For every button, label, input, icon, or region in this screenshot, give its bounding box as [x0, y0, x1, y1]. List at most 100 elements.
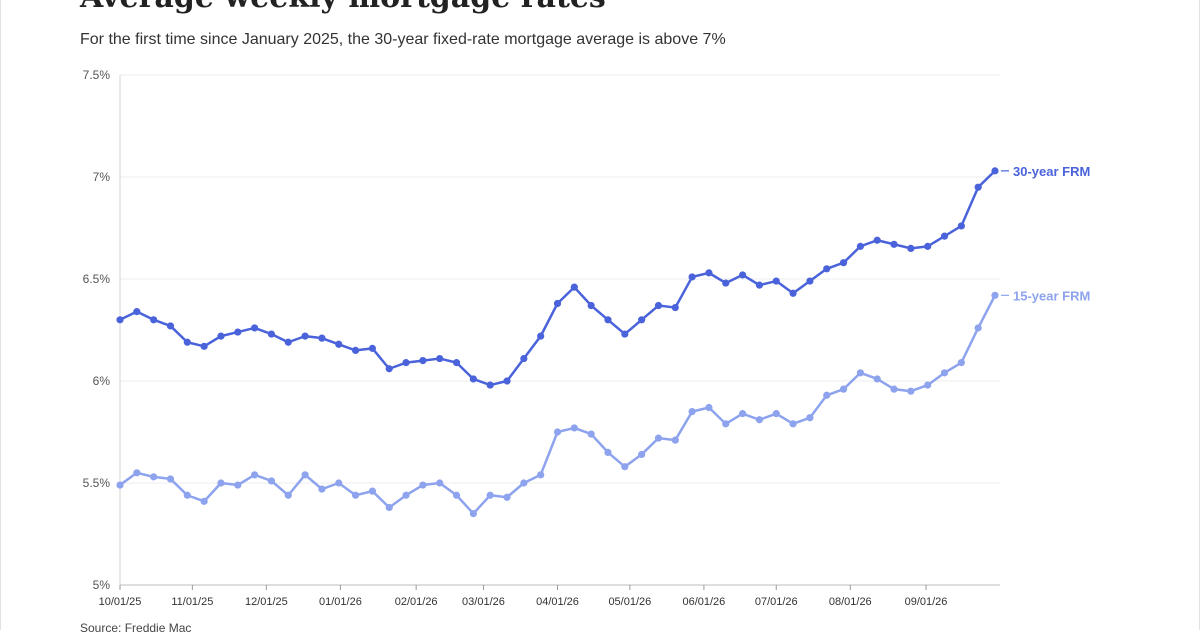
- data-point-30-year: [839, 259, 848, 267]
- data-point-15-year: [890, 385, 898, 393]
- x-tick-label: 07/01/26: [755, 596, 798, 608]
- data-point-15-year: [621, 463, 629, 471]
- data-point-30-year: [789, 289, 797, 297]
- data-point-15-year: [520, 479, 528, 487]
- data-point-30-year: [671, 303, 679, 312]
- data-point-30-year: [570, 283, 578, 291]
- data-point-30-year: [957, 222, 965, 230]
- data-point-30-year: [267, 330, 276, 338]
- data-point-30-year: [351, 346, 360, 354]
- x-tick-label: 02/01/26: [395, 596, 438, 608]
- data-point-30-year: [873, 236, 881, 244]
- data-point-30-year: [183, 338, 191, 346]
- data-point-30-year: [301, 332, 309, 340]
- data-point-30-year: [722, 279, 730, 287]
- series-label-15-year: 15-year FRM: [1013, 288, 1090, 303]
- data-point-15-year: [553, 428, 562, 436]
- data-point-15-year: [284, 491, 292, 499]
- data-point-15-year: [604, 448, 612, 456]
- x-tick-label: 09/01/26: [905, 596, 948, 608]
- data-point-15-year: [638, 450, 646, 459]
- data-point-15-year: [940, 369, 949, 377]
- x-tick-label: 11/01/25: [171, 596, 213, 608]
- data-point-15-year: [200, 497, 208, 505]
- data-point-30-year: [217, 332, 225, 340]
- data-point-30-year: [738, 271, 747, 279]
- data-point-30-year: [638, 316, 646, 324]
- y-tick-label: 6.5%: [83, 272, 111, 286]
- data-point-15-year: [907, 387, 915, 395]
- data-point-15-year: [469, 509, 477, 518]
- data-point-15-year: [537, 471, 545, 479]
- data-point-15-year: [957, 359, 965, 367]
- data-point-15-year: [924, 381, 932, 389]
- data-point-15-year: [722, 420, 730, 428]
- data-point-30-year: [705, 269, 713, 277]
- x-tick-label: 04/01/26: [536, 596, 579, 608]
- data-point-30-year: [940, 232, 949, 240]
- data-point-30-year: [621, 330, 629, 338]
- data-point-15-year: [251, 471, 259, 479]
- data-point-30-year: [486, 381, 494, 389]
- data-point-15-year: [402, 491, 410, 499]
- data-point-15-year: [570, 424, 578, 432]
- data-point-15-year: [419, 481, 427, 489]
- chart-title: Average weekly mortgage rates: [80, 0, 606, 15]
- data-point-15-year: [150, 473, 158, 481]
- data-point-15-year: [738, 410, 747, 418]
- data-point-30-year: [251, 324, 259, 332]
- data-point-15-year: [974, 324, 982, 332]
- data-point-15-year: [705, 403, 713, 412]
- y-tick-label: 5.5%: [83, 476, 111, 490]
- data-point-30-year: [587, 301, 595, 310]
- data-point-15-year: [452, 491, 461, 499]
- source-note: Source: Freddie Mac: [80, 621, 192, 635]
- grid-lines: [120, 74, 1000, 484]
- data-point-15-year: [116, 481, 124, 489]
- series-label-30-year: 30-year FRM: [1013, 164, 1090, 179]
- data-point-30-year: [907, 244, 915, 252]
- data-point-30-year: [385, 365, 393, 373]
- data-point-30-year: [452, 359, 461, 367]
- data-point-30-year: [654, 301, 663, 310]
- data-point-30-year: [806, 277, 814, 285]
- data-point-15-year: [133, 469, 141, 477]
- data-point-30-year: [856, 242, 864, 250]
- x-tick-label: 12/01/25: [245, 596, 288, 608]
- data-point-30-year: [284, 338, 292, 346]
- data-point-15-year: [351, 491, 360, 499]
- data-point-30-year: [200, 342, 208, 350]
- data-point-15-year: [823, 391, 831, 399]
- x-tick-label: 01/01/26: [319, 596, 362, 608]
- data-point-30-year: [234, 328, 242, 336]
- data-point-30-year: [150, 316, 158, 324]
- chart-subtitle: For the first time since January 2025, t…: [80, 31, 726, 48]
- data-point-15-year: [772, 410, 780, 418]
- data-point-15-year: [318, 485, 326, 493]
- data-point-30-year: [991, 167, 999, 175]
- data-point-30-year: [823, 265, 831, 273]
- x-tick-label: 08/01/26: [829, 596, 872, 608]
- data-point-15-year: [234, 481, 242, 489]
- series-lines: [116, 167, 999, 518]
- data-point-15-year: [671, 436, 679, 444]
- data-point-30-year: [318, 334, 326, 342]
- data-point-30-year: [520, 354, 528, 363]
- data-point-30-year: [553, 299, 562, 308]
- data-point-30-year: [469, 375, 477, 383]
- data-point-30-year: [755, 281, 764, 289]
- data-point-30-year: [890, 240, 898, 248]
- data-point-30-year: [924, 242, 932, 250]
- data-point-15-year: [335, 479, 343, 487]
- data-point-15-year: [755, 416, 764, 424]
- y-tick-label: 7.5%: [83, 68, 111, 82]
- data-point-15-year: [806, 414, 814, 422]
- data-point-15-year: [385, 503, 393, 512]
- series-line-30-year: [119, 169, 996, 387]
- data-point-15-year: [839, 385, 848, 393]
- data-point-30-year: [537, 332, 545, 340]
- data-point-15-year: [166, 475, 175, 483]
- data-point-30-year: [116, 316, 124, 324]
- data-point-15-year: [856, 369, 864, 377]
- data-point-30-year: [503, 377, 511, 385]
